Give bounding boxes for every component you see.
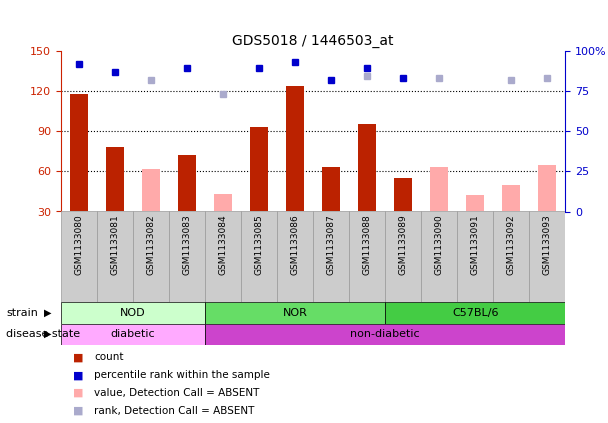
Text: GSM1133089: GSM1133089 <box>399 214 408 275</box>
Bar <box>502 185 520 212</box>
Text: GSM1133092: GSM1133092 <box>507 214 516 275</box>
Text: GSM1133081: GSM1133081 <box>111 214 119 275</box>
Bar <box>214 194 232 212</box>
FancyBboxPatch shape <box>241 212 277 302</box>
Text: ▶: ▶ <box>44 308 52 318</box>
Text: C57BL/6: C57BL/6 <box>452 308 499 318</box>
Bar <box>250 127 268 212</box>
Bar <box>322 168 340 212</box>
FancyBboxPatch shape <box>349 212 385 302</box>
Text: rank, Detection Call = ABSENT: rank, Detection Call = ABSENT <box>94 406 255 416</box>
FancyBboxPatch shape <box>493 212 530 302</box>
Text: GSM1133080: GSM1133080 <box>74 214 83 275</box>
Text: NOD: NOD <box>120 308 146 318</box>
FancyBboxPatch shape <box>277 212 313 302</box>
FancyBboxPatch shape <box>421 212 457 302</box>
Bar <box>430 168 448 212</box>
FancyBboxPatch shape <box>61 212 97 302</box>
Bar <box>178 155 196 212</box>
Text: strain: strain <box>6 308 38 318</box>
Text: percentile rank within the sample: percentile rank within the sample <box>94 370 270 380</box>
Bar <box>358 124 376 212</box>
Text: non-diabetic: non-diabetic <box>350 329 420 339</box>
Bar <box>70 93 88 212</box>
FancyBboxPatch shape <box>313 212 349 302</box>
Bar <box>539 165 556 212</box>
Text: diabetic: diabetic <box>111 329 155 339</box>
Text: ■: ■ <box>73 388 83 398</box>
Text: GSM1133091: GSM1133091 <box>471 214 480 275</box>
Text: disease state: disease state <box>6 329 80 339</box>
FancyBboxPatch shape <box>385 212 421 302</box>
FancyBboxPatch shape <box>169 212 205 302</box>
FancyBboxPatch shape <box>133 212 169 302</box>
Text: GSM1133090: GSM1133090 <box>435 214 444 275</box>
Text: GSM1133082: GSM1133082 <box>147 214 156 275</box>
Text: NOR: NOR <box>283 308 308 318</box>
Text: GSM1133088: GSM1133088 <box>363 214 371 275</box>
Text: GSM1133084: GSM1133084 <box>218 214 227 275</box>
FancyBboxPatch shape <box>530 212 565 302</box>
Text: ▶: ▶ <box>44 329 52 339</box>
Text: count: count <box>94 352 124 363</box>
Bar <box>106 147 124 212</box>
Text: GSM1133087: GSM1133087 <box>326 214 336 275</box>
FancyBboxPatch shape <box>61 302 205 324</box>
FancyBboxPatch shape <box>61 324 205 345</box>
FancyBboxPatch shape <box>205 212 241 302</box>
Bar <box>286 85 304 212</box>
Text: GSM1133086: GSM1133086 <box>291 214 300 275</box>
Bar <box>142 169 160 212</box>
Text: GSM1133093: GSM1133093 <box>543 214 552 275</box>
FancyBboxPatch shape <box>385 302 565 324</box>
FancyBboxPatch shape <box>97 212 133 302</box>
Title: GDS5018 / 1446503_at: GDS5018 / 1446503_at <box>232 34 394 48</box>
FancyBboxPatch shape <box>457 212 493 302</box>
Bar <box>466 195 485 212</box>
Text: ■: ■ <box>73 352 83 363</box>
Text: GSM1133085: GSM1133085 <box>255 214 263 275</box>
Text: ■: ■ <box>73 370 83 380</box>
FancyBboxPatch shape <box>205 302 385 324</box>
Text: ■: ■ <box>73 406 83 416</box>
Bar <box>394 178 412 212</box>
Text: GSM1133083: GSM1133083 <box>182 214 192 275</box>
FancyBboxPatch shape <box>205 324 565 345</box>
Text: value, Detection Call = ABSENT: value, Detection Call = ABSENT <box>94 388 260 398</box>
